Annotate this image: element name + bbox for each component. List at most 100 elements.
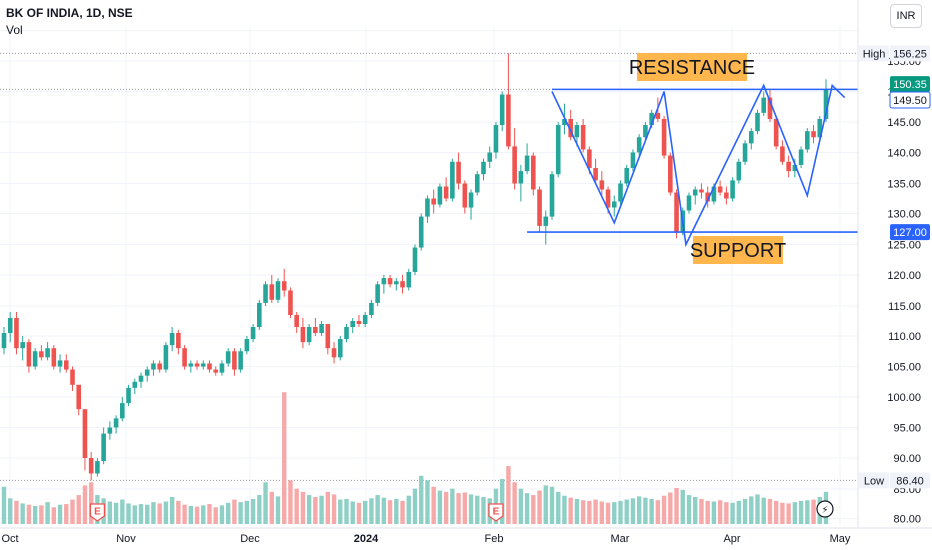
candle-body [269,284,275,300]
high-tag-label-bg [859,45,889,62]
candle-body [412,247,418,272]
candle-body [543,216,549,226]
x-tick-label: 2024 [354,533,379,545]
candle-body [661,118,667,156]
candle-body [26,342,32,367]
x-tick-label: May [830,533,851,545]
candle-body [474,174,480,193]
candle-body [624,168,630,184]
volume-bar [182,504,187,524]
volume-bar [481,497,486,524]
y-tick-label: 140.00 [887,148,921,160]
volume-bar [693,497,698,524]
volume-bar [761,497,766,524]
volume-bar [145,504,150,524]
x-tick-label: Mar [611,533,630,545]
candle-body [518,171,524,184]
volume-bar [300,491,306,524]
price-axis: 80.0085.0090.0095.00100.00105.00110.0011… [857,0,932,550]
candle-body [157,363,162,370]
volume-bar [238,502,243,524]
dividend-badge [816,500,834,518]
candle-body [225,351,231,364]
volume-bar [562,495,567,524]
candle-body [362,315,368,324]
volume-bar [263,482,268,524]
currency-button[interactable]: INR [890,4,922,28]
candle-body [176,333,181,349]
chart-grid [0,26,858,526]
volume-bar [120,499,125,524]
volume-bar [643,497,648,524]
resistance-label: RESISTANCE [629,53,755,81]
volume-bar [780,502,785,524]
volume-bar [443,491,449,524]
volume-bar [499,479,505,524]
volume-bar [338,499,343,524]
candle-body [792,164,798,172]
volume-bar [194,506,200,524]
volume-bar [369,498,374,524]
price-tags: High 156.25 Low 86.40 150.35 149.50 127.00 [859,45,931,489]
volume-bar [724,502,729,524]
candle-body [138,375,144,382]
volume-bar [138,504,144,524]
volume-bar [8,498,13,524]
volume-bar [232,499,237,524]
volume-bar [64,504,69,524]
low-tag-bg [890,472,930,489]
volume-bar [749,496,754,524]
candle-body [798,149,804,165]
volume-bar [400,500,405,524]
volume-bar [331,494,337,524]
volume-bar [82,485,88,524]
volume-bar [188,506,194,524]
volume-bar [419,475,424,524]
candle-body [767,97,773,119]
prev-price-tag-bg [889,91,931,109]
volume-bar [20,503,25,524]
volume-bar [381,497,387,524]
candle-body [369,302,374,315]
volume-bar [475,495,480,524]
volume-bar [176,500,181,524]
earnings-marker: E [89,503,106,522]
candle-body [219,363,225,373]
candle-body [350,321,356,327]
candle-body [337,339,343,358]
candle-body [724,192,729,199]
volume-bar [705,500,710,524]
candle-body [580,125,586,150]
candle-body [57,360,63,367]
candle-body [574,125,580,138]
dividend-label: ⚡ [821,505,828,516]
symbol-title: BK OF INDIA, 1D, NSE [6,6,133,20]
volume-bar [805,500,810,524]
candle-body [705,192,710,202]
volume-bar [531,495,536,524]
volume-bar [375,495,380,524]
volume-bar [45,502,50,524]
volume-bar [213,507,218,524]
candle-body [537,189,542,226]
candle-body [194,363,200,367]
volume-bar [157,503,162,524]
candle-body [630,152,636,168]
candle-body [599,180,605,190]
volume-bar [151,502,156,524]
volume-bar [350,501,355,524]
candle-body [113,418,119,428]
candle-body [39,351,44,358]
volume-bar [630,498,636,524]
volume-bar [699,498,704,524]
support-price-tag-bg [890,224,930,241]
candle-body [306,327,312,343]
candle-body [82,409,88,458]
volume-bar [126,503,131,524]
volume-bar [362,500,368,524]
candle-body [437,186,443,205]
y-tick-label: 125.00 [887,240,921,252]
candle-body [213,369,219,373]
volume-bar [412,488,418,524]
